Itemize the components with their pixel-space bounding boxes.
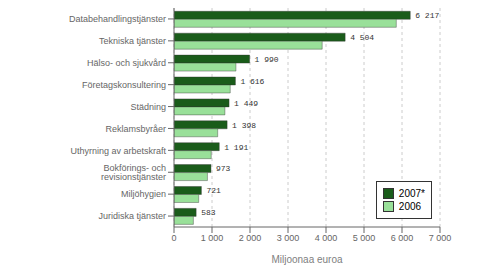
svg-text:Databehandlingstjänster: Databehandlingstjänster: [69, 14, 166, 24]
html-text:2007*: 2007*: [398, 188, 425, 199]
svg-text:Företagskonsultering: Företagskonsultering: [82, 80, 166, 90]
svg-text:1 000: 1 000: [201, 233, 224, 243]
svg-text:Bokförings- ochrevisionstjänst: Bokförings- ochrevisionstjänster: [101, 163, 166, 182]
svg-text:Hälso- och sjukvård: Hälso- och sjukvård: [87, 58, 166, 68]
html-text:2006: 2006: [398, 201, 422, 212]
svg-text:1 449: 1 449: [234, 99, 258, 108]
svg-text:Juridiska tjänster: Juridiska tjänster: [98, 211, 166, 221]
svg-text:4 504: 4 504: [350, 33, 374, 42]
svg-text:Städning: Städning: [130, 102, 166, 112]
svg-text:0: 0: [171, 233, 176, 243]
svg-text:Uthyrning av arbetskraft: Uthyrning av arbetskraft: [70, 146, 166, 156]
svg-text:Miljoonaa euroa: Miljoonaa euroa: [271, 254, 343, 265]
svg-text:Miljöhygien: Miljöhygien: [121, 189, 166, 199]
svg-text:5 000: 5 000: [353, 233, 376, 243]
svg-text:1 191: 1 191: [224, 143, 248, 152]
svg-text:2 000: 2 000: [239, 233, 262, 243]
svg-text:973: 973: [216, 164, 231, 173]
svg-text:7 000: 7 000: [429, 233, 452, 243]
svg-text:4 000: 4 000: [315, 233, 338, 243]
svg-text:1 990: 1 990: [255, 55, 279, 64]
svg-text:Tekniska tjänster: Tekniska tjänster: [99, 36, 166, 46]
svg-text:6 000: 6 000: [391, 233, 414, 243]
svg-text:3 000: 3 000: [277, 233, 300, 243]
svg-text:1 616: 1 616: [240, 77, 264, 86]
svg-text:6 217: 6 217: [415, 11, 439, 20]
svg-text:Reklamsbyråer: Reklamsbyråer: [105, 124, 166, 134]
svg-text:1 398: 1 398: [232, 121, 256, 130]
svg-text:583: 583: [201, 208, 216, 217]
svg-text:721: 721: [206, 186, 221, 195]
